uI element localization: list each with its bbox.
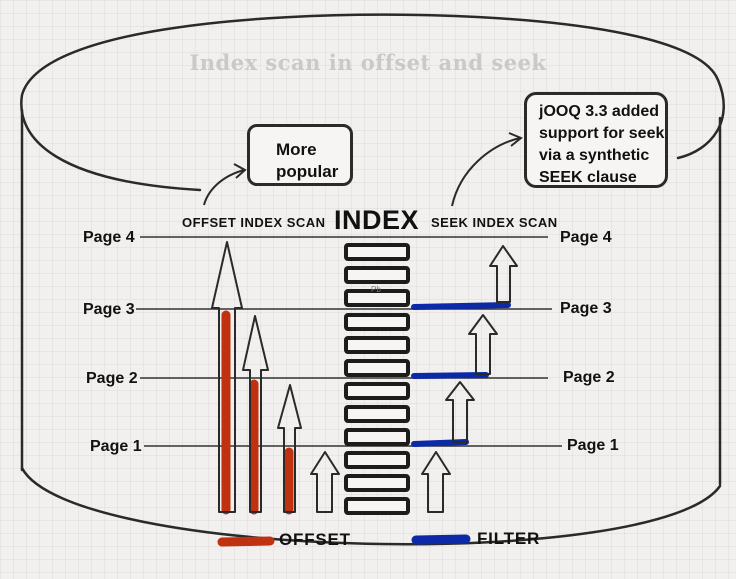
arrow-to-more-popular [203, 169, 245, 206]
arrow-to-jooq-callout [451, 137, 521, 207]
index-cell [344, 405, 410, 423]
index-cell [344, 289, 410, 307]
arrow-head-more-popular [233, 163, 247, 179]
index-cell [344, 336, 410, 354]
diagram-title: Index scan in offset and seek [189, 50, 547, 75]
arrow-head-jooq [508, 132, 523, 147]
legend-offset-swatch [217, 536, 275, 547]
page-label-right: Page 2 [563, 369, 615, 386]
callout-line: popular [276, 162, 339, 181]
page-label-right: Page 4 [560, 229, 612, 246]
offset-scan-arrow-page-1 [310, 451, 340, 513]
index-cell [344, 243, 410, 261]
callout-line: SEEK clause [539, 169, 637, 186]
callout-line: support for seek [539, 125, 665, 142]
index-cell-text: Pb [371, 285, 381, 294]
index-cell [344, 497, 410, 515]
page-label-left: Page 2 [86, 370, 138, 387]
filter-bar-page-3 [411, 302, 511, 310]
index-label: INDEX [334, 205, 420, 235]
index-cell [344, 474, 410, 492]
callout-more-popular: More popular [247, 124, 353, 186]
cylinder-top-ellipse [20, 13, 725, 192]
legend-offset-label: OFFSET [279, 530, 351, 549]
offset-scan-arrow-page-3 [242, 315, 269, 513]
callout-line: via a synthetic [539, 147, 650, 164]
seek-scan-arrow-page-4 [489, 245, 518, 303]
index-stack [344, 243, 410, 515]
offset-scan-arrow-page-4 [211, 241, 243, 513]
legend-filter-label: FILTER [477, 529, 541, 548]
seek-scan-arrow-page-1 [421, 451, 451, 513]
index-cell [344, 428, 410, 446]
page-label-left: Page 1 [90, 438, 142, 455]
index-cell [344, 313, 410, 331]
filter-bar-page-2 [411, 372, 489, 379]
index-cell [344, 451, 410, 469]
callout-line: More [276, 140, 317, 159]
page-label-left: Page 4 [83, 229, 135, 246]
cylinder-bottom-curve [20, 466, 722, 546]
legend-filter-swatch [411, 534, 471, 545]
index-cell [344, 382, 410, 400]
seek-scan-arrow-page-3 [468, 314, 498, 375]
seek-index-scan-label: SEEK INDEX SCAN [431, 215, 558, 230]
offset-scan-arrow-page-2 [277, 384, 302, 513]
page-label-right: Page 3 [560, 300, 612, 317]
page-label-left: Page 3 [83, 301, 135, 318]
index-cell [344, 266, 410, 284]
callout-jooq-seek: jOOQ 3.3 added support for seek via a sy… [524, 92, 668, 188]
seek-scan-arrow-page-2 [445, 381, 475, 443]
page-label-right: Page 1 [567, 437, 619, 454]
callout-line: jOOQ 3.3 added [539, 103, 660, 120]
offset-index-scan-label: OFFSET INDEX SCAN [182, 215, 326, 230]
index-cell [344, 359, 410, 377]
